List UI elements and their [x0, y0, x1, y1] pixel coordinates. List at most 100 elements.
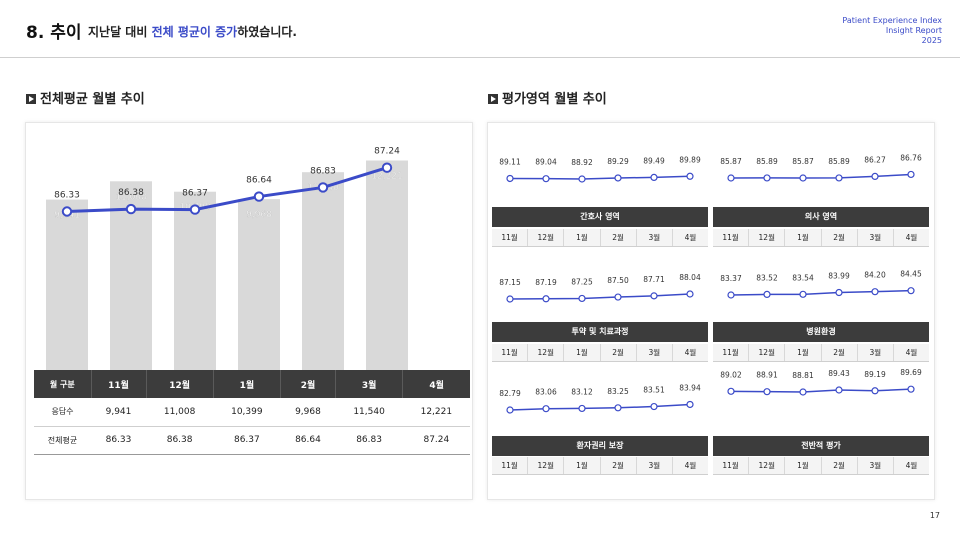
mini-series-point	[763, 174, 771, 182]
mini-series-point	[871, 387, 879, 395]
mini-series-point	[907, 170, 915, 179]
mini-series-point	[542, 175, 550, 183]
table-cell: 87.24	[402, 426, 470, 455]
mini-series-point	[907, 287, 915, 295]
month-label: 4월	[684, 348, 697, 357]
mini-series-point	[835, 174, 843, 182]
mini-chart-medication: 87.15 87.19 87.25 87.50 87.71 88.04	[499, 273, 701, 303]
report-label-line3: 2025	[921, 36, 942, 45]
mini-month-row: 11월 12월 1월 2월 3월 4월	[492, 229, 708, 247]
month-label: 11월	[492, 344, 529, 361]
mini-value-label: 85.87	[720, 157, 742, 166]
mini-value-label: 83.99	[828, 272, 850, 281]
table-row-label: 전체평균	[34, 426, 91, 455]
mini-chart-title: 병원환경	[713, 322, 929, 342]
mini-value-label: 83.51	[643, 386, 665, 395]
mini-series-line	[509, 293, 691, 300]
month-label: 2월	[822, 457, 858, 474]
mini-value-label: 85.87	[792, 157, 814, 166]
mini-chart-title: 의사 영역	[713, 207, 929, 227]
page-number: 17	[929, 511, 940, 520]
mini-value-label: 85.89	[828, 157, 850, 166]
month-label: 2월	[601, 457, 637, 474]
month-label: 4월	[905, 233, 918, 242]
bar-response-count	[46, 199, 88, 370]
table-cell: 9,968	[280, 398, 336, 427]
mini-value-label: 87.50	[607, 276, 629, 285]
mini-series-point	[542, 295, 550, 303]
mini-value-label: 87.19	[535, 278, 557, 287]
average-point	[253, 191, 265, 202]
mini-month-row: 11월 12월 1월 2월 3월 4월	[713, 457, 929, 475]
month-label: 3월	[858, 344, 894, 361]
table-cell: 86.37	[213, 426, 281, 455]
mini-series-point	[686, 400, 694, 409]
month-label: 4월	[684, 233, 697, 242]
average-point	[317, 182, 329, 193]
table-cell: 86.64	[280, 426, 336, 455]
mini-series-point	[871, 172, 879, 180]
mini-chart-title: 전반적 평가	[713, 436, 929, 456]
mini-series-point	[650, 173, 658, 182]
mini-value-label: 89.02	[720, 370, 742, 379]
mini-value-label: 87.25	[571, 277, 593, 286]
mini-series-point	[506, 295, 514, 303]
table-cell: 11,008	[146, 398, 214, 427]
bar-response-count	[302, 172, 344, 370]
month-label: 3월	[637, 229, 673, 246]
average-value-label: 86.64	[246, 176, 272, 186]
month-label: 12월	[749, 457, 786, 474]
mini-month-row: 11월 12월 1월 2월 3월 4월	[492, 457, 708, 475]
section-subtitle: 지난달 대비 전체 평균이 증가하였습니다.	[88, 23, 297, 40]
mini-series-point	[686, 172, 694, 180]
mini-month-row: 11월 12월 1월 2월 3월 4월	[713, 229, 929, 247]
mini-series-point	[506, 174, 514, 183]
mini-series-point	[727, 387, 735, 395]
mini-value-label: 89.19	[864, 370, 886, 379]
month-label: 1월	[564, 457, 601, 474]
table-header-month: 2월	[280, 370, 336, 398]
mini-series-line	[730, 173, 912, 179]
average-point	[189, 204, 201, 215]
mini-value-label: 88.92	[571, 158, 593, 167]
mini-series-point	[835, 386, 843, 394]
bar-response-count	[174, 191, 216, 370]
mini-series-point	[871, 288, 879, 296]
mini-value-label: 89.11	[499, 157, 521, 166]
mini-value-label: 89.89	[679, 155, 701, 164]
month-label: 2월	[601, 229, 637, 246]
mini-value-label: 84.20	[864, 271, 886, 280]
average-value-label: 86.38	[118, 188, 144, 198]
mini-value-label: 83.52	[756, 273, 778, 282]
mini-value-label: 87.15	[499, 278, 521, 287]
mini-series-point	[614, 404, 622, 412]
overall-trend-table: 월 구분 11월 12월 1월 2월 3월 4월 응답수 9,941 11,00…	[34, 370, 470, 455]
table-row: 전체평균 86.33 86.38 86.37 86.64 86.83 87.24	[34, 426, 470, 455]
month-label: 12월	[749, 344, 786, 361]
month-label: 3월	[637, 344, 673, 361]
mini-value-label: 86.27	[864, 155, 886, 164]
mini-chart-nurse: 89.11 89.04 88.92 89.29 89.49 89.89	[499, 155, 701, 183]
subtitle-prefix: 지난달 대비	[88, 25, 152, 39]
month-label: 2월	[601, 344, 637, 361]
mini-value-label: 88.04	[679, 273, 701, 282]
month-label: 1월	[785, 457, 822, 474]
mini-series-line	[730, 289, 912, 296]
overall-trend-chart: 9,94111,00810,3999,96811,54012,22186.338…	[46, 147, 408, 370]
month-label: 11월	[713, 229, 750, 246]
mini-chart-doctor: 85.87 85.89 85.87 85.89 86.27 86.76	[720, 153, 922, 182]
mini-series-line	[509, 403, 691, 411]
mini-series-point	[614, 293, 622, 301]
mini-series-point	[686, 290, 694, 298]
month-label: 1월	[785, 344, 822, 361]
table-header-row: 월 구분 11월 12월 1월 2월 3월 4월	[34, 370, 470, 398]
month-label: 11월	[713, 457, 750, 474]
mini-series-point	[727, 174, 735, 182]
mini-value-label: 89.04	[535, 158, 557, 167]
month-label: 3월	[637, 457, 673, 474]
average-value-label: 87.24	[374, 147, 400, 157]
table-header-label: 월 구분	[34, 370, 92, 398]
mini-series-point	[799, 174, 807, 182]
average-point	[381, 162, 393, 173]
report-label-line2: Insight Report	[885, 26, 942, 35]
